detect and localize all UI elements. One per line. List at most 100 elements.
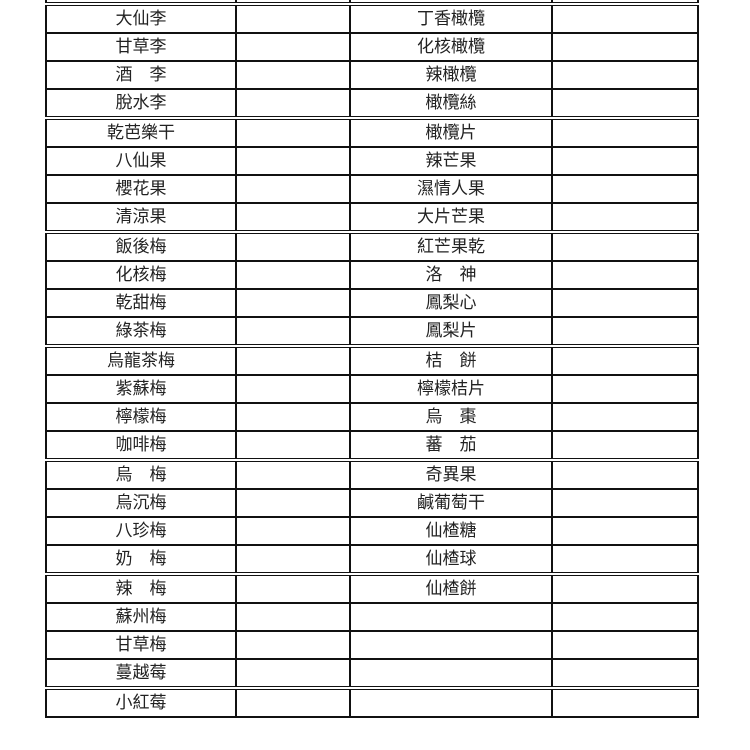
item-value-2-cell [551, 88, 699, 119]
item-name-cell: 甘草李 [45, 32, 237, 62]
table-row: 辣 梅 仙楂餅 [45, 572, 699, 604]
item-value-cell [235, 602, 351, 632]
item-name-cell: 綠茶梅 [45, 316, 237, 347]
item-name-cell: 化核梅 [45, 260, 237, 290]
item-name-cell: 乾甜梅 [45, 288, 237, 318]
table-row: 櫻花果 濕情人果 [45, 174, 699, 204]
item-value-2-cell [551, 146, 699, 176]
item-name-cell [45, 0, 237, 5]
table-row: 大仙李 丁香橄欖 [45, 2, 699, 34]
item-name-cell: 辣 梅 [45, 572, 237, 604]
table-row: 咖啡梅 蕃 茄 [45, 430, 699, 461]
item-value-cell [235, 430, 351, 461]
item-name-2-cell: 烏 棗 [349, 402, 553, 432]
item-name-2-cell: 紅芒果乾 [349, 230, 553, 262]
item-name-2-cell: 辣芒果 [349, 146, 553, 176]
item-value-2-cell [551, 288, 699, 318]
item-value-cell [235, 402, 351, 432]
item-value-2-cell [551, 0, 699, 5]
item-name-2-cell: 鳳梨心 [349, 288, 553, 318]
item-name-2-cell: 洛 神 [349, 260, 553, 290]
item-value-cell [235, 658, 351, 689]
item-value-cell [235, 32, 351, 62]
table-row: 蔓越莓 [45, 658, 699, 689]
item-value-cell [235, 88, 351, 119]
table-row: 八珍梅 仙楂糖 [45, 516, 699, 546]
item-name-2-cell: 橄欖絲 [349, 88, 553, 119]
item-name-cell: 蘇州梅 [45, 602, 237, 632]
item-name-cell: 檸檬梅 [45, 402, 237, 432]
item-name-cell: 大仙李 [45, 2, 237, 34]
item-value-2-cell [551, 430, 699, 461]
item-name-cell: 飯後梅 [45, 230, 237, 262]
table-row: 酒 李 辣橄欖 [45, 60, 699, 90]
item-name-cell: 酒 李 [45, 60, 237, 90]
table-row: 檸檬梅 烏 棗 [45, 402, 699, 432]
item-name-2-cell: 鹹葡萄干 [349, 488, 553, 518]
product-table: 大仙李 丁香橄欖甘草李 化核橄欖酒 李 辣橄欖脫水李 橄欖絲 乾芭樂干 橄欖片 八仙果 辣芒果櫻… [45, 0, 699, 718]
item-value-2-cell [551, 374, 699, 404]
table-row: 烏 梅 奇異果 [45, 458, 699, 490]
table-row: 甘草李 化核橄欖 [45, 32, 699, 62]
item-value-cell [235, 374, 351, 404]
table-row: 烏龍茶梅 桔 餅 [45, 344, 699, 376]
item-value-cell [235, 174, 351, 204]
item-value-2-cell [551, 658, 699, 689]
table-row: 甘草梅 [45, 630, 699, 660]
table-row: 飯後梅 紅芒果乾 [45, 230, 699, 262]
item-name-cell: 乾芭樂干 [45, 116, 237, 148]
table-row: 乾甜梅 鳳梨心 [45, 288, 699, 318]
item-value-2-cell [551, 202, 699, 233]
item-value-cell [235, 0, 351, 5]
item-name-2-cell: 桔 餅 [349, 344, 553, 376]
item-value-cell [235, 288, 351, 318]
item-name-2-cell: 丁香橄欖 [349, 2, 553, 34]
item-value-cell [235, 516, 351, 546]
item-name-2-cell [349, 658, 553, 689]
item-name-2-cell: 辣橄欖 [349, 60, 553, 90]
table-row: 化核梅 洛 神 [45, 260, 699, 290]
item-name-2-cell: 蕃 茄 [349, 430, 553, 461]
item-name-cell: 咖啡梅 [45, 430, 237, 461]
item-name-2-cell: 仙楂球 [349, 544, 553, 575]
table-row: 清涼果 大片芒果 [45, 202, 699, 233]
item-value-cell [235, 544, 351, 575]
item-name-cell: 蔓越莓 [45, 658, 237, 689]
item-value-2-cell [551, 32, 699, 62]
item-name-cell: 紫蘇梅 [45, 374, 237, 404]
item-value-cell [235, 344, 351, 376]
item-value-cell [235, 260, 351, 290]
item-value-2-cell [551, 344, 699, 376]
item-value-cell [235, 488, 351, 518]
item-value-cell [235, 116, 351, 148]
item-name-cell: 烏 梅 [45, 458, 237, 490]
item-value-2-cell [551, 230, 699, 262]
item-name-cell: 烏龍茶梅 [45, 344, 237, 376]
item-name-2-cell: 仙楂糖 [349, 516, 553, 546]
item-value-2-cell [551, 686, 699, 718]
table-row: 脫水李 橄欖絲 [45, 88, 699, 119]
item-value-cell [235, 316, 351, 347]
item-name-2-cell: 仙楂餅 [349, 572, 553, 604]
item-name-2-cell: 檸檬桔片 [349, 374, 553, 404]
item-name-2-cell: 化核橄欖 [349, 32, 553, 62]
item-value-2-cell [551, 116, 699, 148]
item-value-2-cell [551, 174, 699, 204]
table-row: 八仙果 辣芒果 [45, 146, 699, 176]
item-name-cell: 八珍梅 [45, 516, 237, 546]
item-value-2-cell [551, 402, 699, 432]
table-row: 小紅莓 [45, 686, 699, 718]
item-name-cell: 甘草梅 [45, 630, 237, 660]
item-name-cell: 八仙果 [45, 146, 237, 176]
item-value-2-cell [551, 572, 699, 604]
table-row [45, 0, 699, 5]
item-name-cell: 清涼果 [45, 202, 237, 233]
table-row: 紫蘇梅 檸檬桔片 [45, 374, 699, 404]
table-row: 乾芭樂干 橄欖片 [45, 116, 699, 148]
item-name-cell: 脫水李 [45, 88, 237, 119]
item-value-2-cell [551, 544, 699, 575]
item-name-2-cell: 鳳梨片 [349, 316, 553, 347]
item-value-2-cell [551, 630, 699, 660]
item-value-2-cell [551, 260, 699, 290]
item-name-2-cell [349, 0, 553, 5]
